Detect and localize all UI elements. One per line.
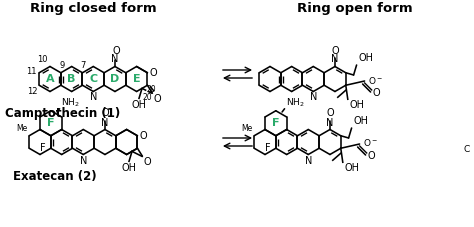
Text: 12: 12 — [27, 87, 37, 96]
Text: Exatecan (2): Exatecan (2) — [13, 170, 97, 183]
Text: Ring open form: Ring open form — [297, 2, 413, 15]
Text: OH: OH — [359, 53, 374, 63]
Text: OH: OH — [354, 116, 369, 126]
Text: O: O — [139, 131, 147, 141]
Text: O: O — [144, 157, 151, 167]
Text: N: N — [111, 54, 118, 64]
Text: N: N — [90, 92, 97, 103]
Text: 20: 20 — [143, 94, 152, 103]
Text: N: N — [305, 155, 312, 165]
Text: F: F — [272, 118, 280, 128]
Text: F: F — [265, 143, 271, 153]
Text: 11: 11 — [26, 67, 36, 76]
Text: E: E — [133, 74, 140, 84]
Text: O: O — [368, 151, 375, 161]
Text: Me: Me — [241, 124, 252, 133]
Text: O: O — [101, 109, 109, 118]
Text: OH: OH — [131, 100, 146, 110]
Text: N: N — [331, 54, 338, 64]
Text: D: D — [110, 74, 119, 84]
Text: O: O — [149, 68, 157, 78]
Text: F: F — [40, 143, 46, 153]
Text: 9: 9 — [59, 61, 64, 70]
Text: A: A — [46, 74, 55, 84]
Text: O: O — [373, 88, 380, 98]
Text: N: N — [310, 92, 317, 103]
Text: C: C — [89, 74, 97, 84]
Text: O: O — [112, 45, 120, 55]
Text: N: N — [326, 118, 334, 128]
Text: O: O — [331, 45, 339, 55]
Text: B: B — [67, 74, 76, 84]
Text: NH$_2$: NH$_2$ — [61, 96, 80, 109]
Text: O: O — [326, 109, 334, 118]
Text: Camptothecin (1): Camptothecin (1) — [5, 107, 120, 120]
Text: O$^-$: O$^-$ — [368, 74, 383, 86]
Text: 7: 7 — [81, 61, 86, 70]
Text: NH$_2$: NH$_2$ — [286, 96, 304, 109]
Text: 20: 20 — [146, 85, 155, 94]
Text: O: O — [154, 94, 161, 104]
Text: O$^-$: O$^-$ — [363, 138, 378, 148]
Text: OH: OH — [350, 100, 365, 110]
Text: Me: Me — [16, 124, 27, 133]
Text: C: C — [464, 146, 470, 155]
Text: 10: 10 — [37, 54, 48, 64]
Text: Ring closed form: Ring closed form — [30, 2, 156, 15]
Text: OH: OH — [345, 163, 360, 173]
Text: N: N — [101, 118, 109, 128]
Text: N: N — [80, 155, 87, 165]
Text: OH: OH — [121, 163, 137, 173]
Text: F: F — [47, 118, 55, 128]
